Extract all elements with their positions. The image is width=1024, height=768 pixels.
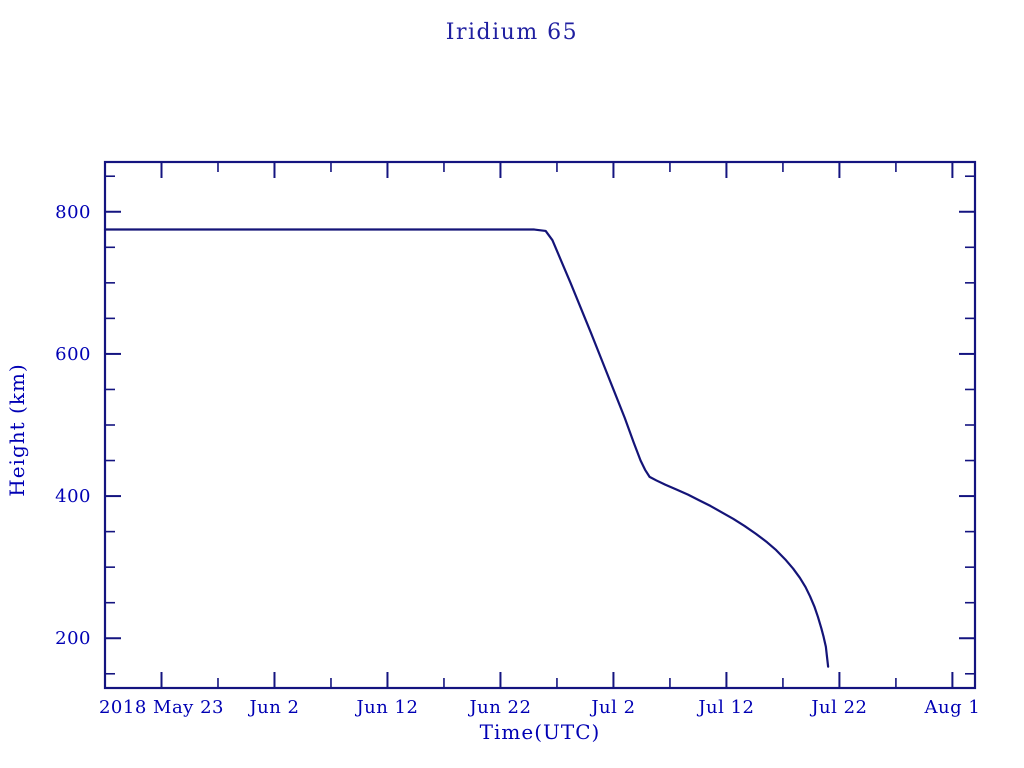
- data-series-group: [103, 228, 830, 668]
- x-tick-label: Jun 22: [467, 697, 531, 718]
- y-axis-ticks: [105, 175, 975, 675]
- x-tick-label: 2018 May 23: [99, 697, 224, 718]
- x-tick-label: Jul 12: [696, 697, 754, 718]
- x-tick-label: Jun 2: [247, 697, 299, 718]
- y-tick-label: 400: [55, 486, 91, 507]
- x-axis-ticks: [104, 162, 954, 688]
- y-axis-tick-labels: 200 400 600 800: [55, 202, 91, 649]
- y-axis-title: Height (km): [5, 363, 29, 496]
- y-tick-label: 600: [55, 344, 91, 365]
- x-tick-label: Jul 2: [589, 697, 635, 718]
- x-axis-tick-labels: 2018 May 23 Jun 2 Jun 12 Jun 22 Jul 2 Jul 12 J…: [99, 697, 980, 718]
- y-tick-label: 200: [55, 628, 91, 649]
- data-curve: [103, 228, 830, 668]
- chart-title: Iridium 65: [446, 20, 578, 45]
- x-tick-label: Jun 12: [354, 697, 418, 718]
- plot-frame: [103, 160, 977, 690]
- x-tick-label: Aug 1: [924, 697, 981, 718]
- x-tick-label: Jul 22: [809, 697, 867, 718]
- y-tick-label: 800: [55, 202, 91, 223]
- x-axis-title: Time(UTC): [480, 720, 601, 744]
